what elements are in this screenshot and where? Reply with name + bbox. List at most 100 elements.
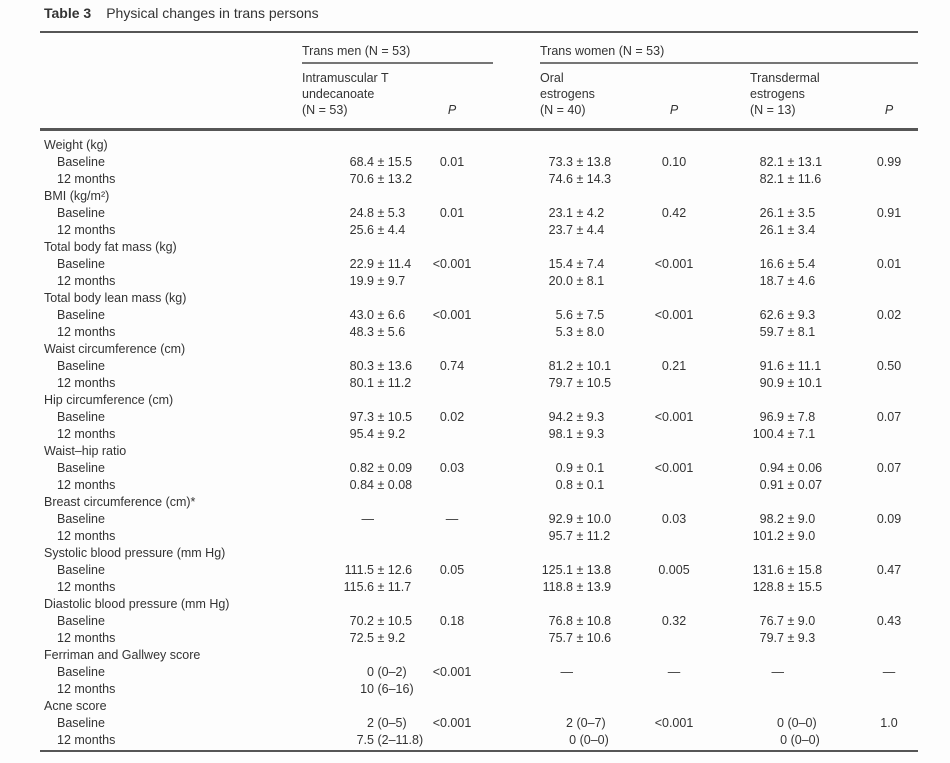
p-value-cell: <0.001 [654,716,694,730]
value-cell [540,647,645,664]
value-cell: 76.8 ± 10.8 [540,613,645,630]
p-value-cell [420,171,484,188]
cell-number: 68.4 [349,155,374,169]
value-cell: 0 (0–0) [543,732,648,749]
cell-number: 94.2 [548,410,573,424]
p-value-cell [645,188,703,205]
row-label: Total body fat mass (kg) [44,240,177,254]
cell-number: 0 [367,665,374,679]
cell-spread: ± 8.1 [784,325,816,339]
value-cell: 15.4 ± 7.4 [540,256,645,273]
table-row: 12 months 0.84 ± 0.08 0.8 ± 0.1 0.91 ± 0.07 [40,477,918,494]
value-cell: 73.3 ± 13.8 [540,154,645,171]
column-header-p-oral: P [669,103,679,117]
p-value-cell [420,222,484,239]
p-value-cell [420,137,484,154]
column-header-line: estrogens [540,87,595,101]
value-cell: 95.4 ± 9.2 [302,426,420,443]
p-value-cell: <0.001 [432,308,472,322]
table-row: Baseline 68.4 ± 15.5 0.01 73.3 ± 13.8 0.10 82… [40,154,918,171]
cell-spread: ± 5.6 [374,325,406,339]
value-cell [540,290,645,307]
p-value-cell [860,239,918,256]
p-value-cell [860,698,918,715]
cell-number: 0.84 [349,478,374,492]
p-value-cell [860,647,918,664]
row-label: Baseline [57,206,105,220]
cell-spread: ± 11.2 [374,376,412,390]
value-cell [540,596,645,613]
table-row: 12 months 115.6 ± 11.7 118.8 ± 13.9 128.8 ±… [40,579,918,596]
p-value-cell [420,698,484,715]
cell-spread: ± 7.1 [784,427,816,441]
row-label: Waist circumference (cm) [44,342,186,356]
value-cell [540,392,645,409]
cell-spread: ± 10.6 [573,631,612,645]
p-value-cell [645,426,703,443]
value-cell: 79.7 ± 9.3 [750,630,860,647]
p-value-cell: 0.47 [876,563,902,577]
value-cell: 48.3 ± 5.6 [302,324,420,341]
p-value-cell [420,647,484,664]
p-value-cell [420,494,484,511]
cell-spread: ± 15.5 [784,580,823,594]
value-cell [302,341,420,358]
value-cell: 80.3 ± 13.6 [302,358,420,375]
row-label: 12 months [57,478,116,492]
value-cell: 23.7 ± 4.4 [540,222,645,239]
table-row: Baseline 2 (0–5) <0.001 2 (0–7) <0.001 0 (0–0… [40,715,918,732]
value-cell: 90.9 ± 10.1 [750,375,860,392]
column-header-line: Transdermal [750,71,820,85]
row-label: Baseline [57,359,105,373]
value-cell: 22.9 ± 11.4 [302,256,420,273]
value-cell [540,239,645,256]
p-value-cell [645,273,703,290]
value-cell: 26.1 ± 3.4 [750,222,860,239]
p-value-cell [860,171,918,188]
cell-spread: (2–11.8) [374,733,424,747]
cell-number: 95.4 [349,427,374,441]
value-cell [302,290,420,307]
cell-number: 22.9 [349,257,374,271]
row-label: Acne score [44,699,107,713]
table-row: Baseline 111.5 ± 12.6 0.05 125.1 ± 13.8 0.00… [40,562,918,579]
cell-number: 96.9 [759,410,784,424]
column-header-oral-estrogens: Oral estrogens (N = 40) [540,70,595,118]
p-value-cell: <0.001 [654,410,694,424]
top-rule [40,31,918,33]
cell-spread: ± 0.07 [784,478,823,492]
p-value-cell [423,732,487,749]
p-value-cell: 1.0 [880,716,898,730]
cell-number: 0.8 [555,478,573,492]
p-value-cell [860,579,918,596]
p-value-cell: 0.21 [661,359,687,373]
cell-spread: (0–0) [784,716,817,730]
value-cell: 81.2 ± 10.1 [540,358,645,375]
cell-number: 81.2 [548,359,573,373]
p-value-cell [420,290,484,307]
value-cell: 125.1 ± 13.8 [540,562,645,579]
cell-number: 74.6 [548,172,573,186]
value-cell: 100.4 ± 7.1 [750,426,860,443]
cell-number: 0 [569,733,577,747]
column-header-line: (N = 13) [750,103,796,117]
cell-number: 62.6 [759,308,784,322]
table-row: 12 months 72.5 ± 9.2 75.7 ± 10.6 79.7 ± 9.3 [40,630,918,647]
value-cell: 2 (0–7) [540,715,645,732]
cell-number: 20.0 [548,274,573,288]
p-value-cell [648,732,706,749]
row-label: Baseline [57,665,105,679]
value-cell [750,392,860,409]
cell-number: 16.6 [759,257,784,271]
cell-number: 15.4 [548,257,573,271]
row-label: Baseline [57,155,105,169]
value-cell [302,137,420,154]
p-value-cell [420,239,484,256]
p-value-cell [860,443,918,460]
table-row: 12 months 70.6 ± 13.2 74.6 ± 14.3 82.1 ± 11… [40,171,918,188]
cell-spread: ± 10.5 [374,410,413,424]
row-label: 12 months [57,376,116,390]
value-cell: 98.2 ± 9.0 [750,511,860,528]
p-value-cell [645,443,703,460]
cell-spread: ± 8.0 [573,325,605,339]
